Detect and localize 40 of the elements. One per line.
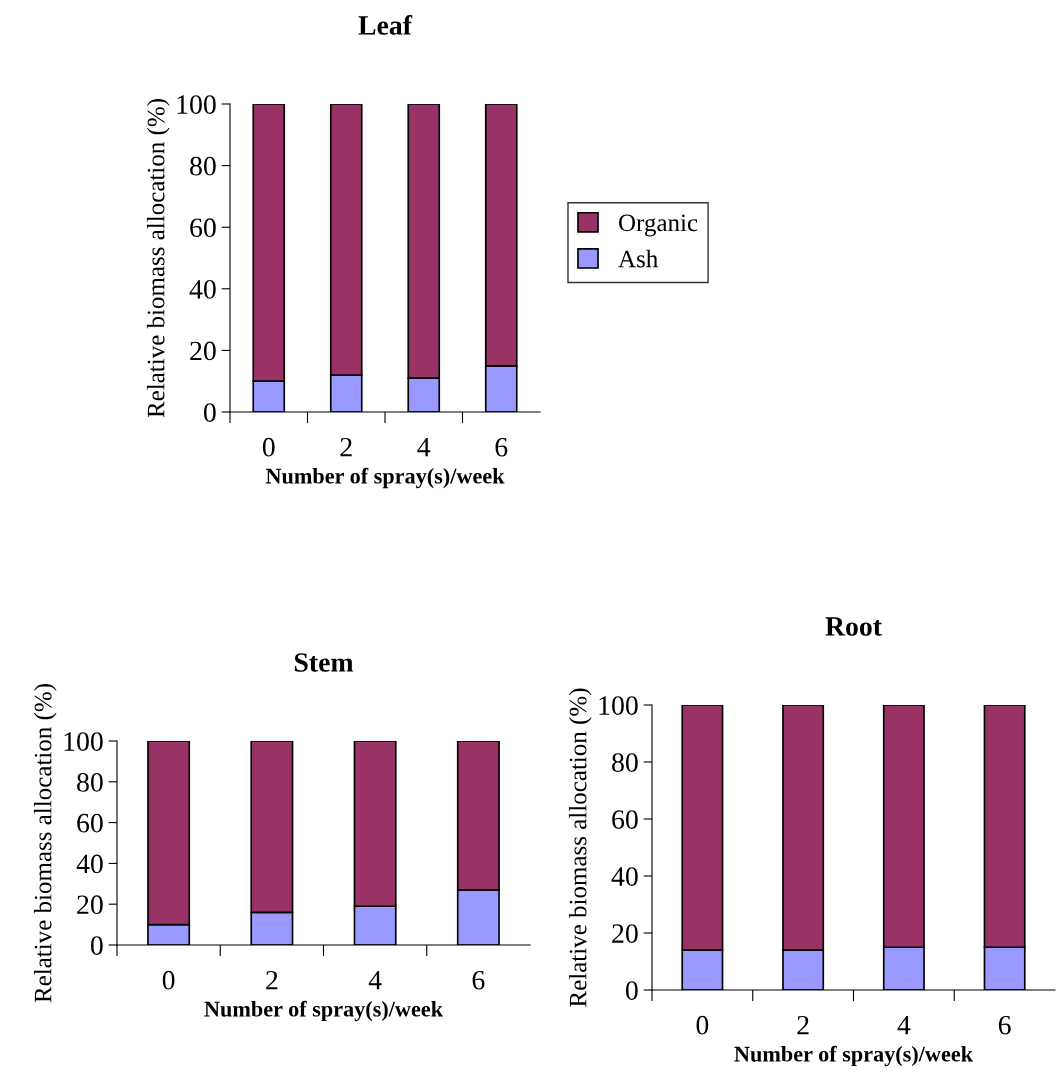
x-axis-title: Number of spray(s)/week [734, 1045, 974, 1067]
chart-title: Stem [294, 653, 354, 672]
y-tick-label: 20 [190, 341, 216, 361]
x-tick-label: 0 [696, 1015, 709, 1035]
x-tick-label: 2 [340, 437, 352, 457]
y-tick-label: 80 [612, 753, 638, 772]
y-tick-label: 100 [177, 95, 216, 114]
y-tick-label: 40 [611, 867, 638, 886]
x-tick-label: 6 [472, 970, 485, 990]
x-tick-label: 4 [368, 970, 382, 990]
y-tick-label: 80 [190, 156, 216, 176]
y-axis-title: Relative biomass allocation (%) [146, 99, 170, 418]
y-tick-label: 100 [64, 732, 103, 751]
chart-title: Leaf [358, 15, 413, 35]
chart-title: Root [825, 617, 882, 636]
x-tick-label: 0 [162, 970, 175, 990]
y-tick-label: 20 [612, 924, 638, 943]
y-tick-label: 60 [190, 218, 216, 238]
y-tick-label: 20 [77, 895, 103, 915]
y-axis-title: Relative biomass allocation (%) [33, 684, 57, 1003]
x-axis-title: Number of spray(s)/week [265, 467, 505, 489]
y-tick-label: 40 [76, 854, 103, 874]
y-tick-label: 80 [77, 772, 103, 792]
x-tick-label: 4 [417, 437, 431, 457]
y-tick-label: 60 [612, 810, 638, 829]
y-axis-title: Relative biomass allocation (%) [568, 688, 592, 1007]
legend-label: Ash [618, 249, 658, 268]
x-tick-label: 0 [262, 437, 275, 457]
x-tick-label: 6 [998, 1015, 1011, 1035]
y-tick-label: 100 [599, 696, 638, 715]
x-axis-title: Number of spray(s)/week [204, 1000, 444, 1022]
x-tick-label: 2 [266, 970, 278, 990]
legend-label: Organic [619, 214, 698, 237]
x-tick-label: 2 [797, 1015, 809, 1035]
y-tick-label: 0 [203, 403, 216, 422]
x-tick-label: 4 [897, 1015, 911, 1035]
y-tick-label: 60 [77, 813, 103, 833]
y-tick-label: 40 [189, 279, 216, 299]
y-tick-label: 0 [90, 936, 103, 955]
x-tick-label: 6 [495, 437, 508, 457]
